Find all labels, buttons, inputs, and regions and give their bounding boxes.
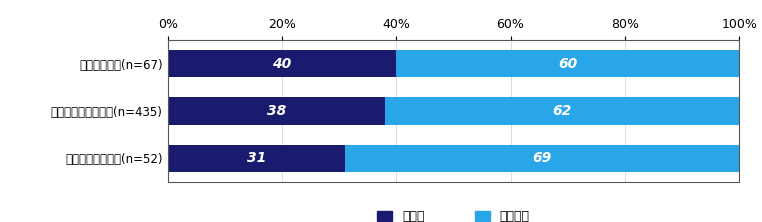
Text: 31: 31 [247, 151, 266, 165]
Text: 69: 69 [533, 151, 552, 165]
Bar [396, 50, 739, 77]
Text: 38: 38 [267, 104, 286, 118]
Bar [344, 145, 739, 172]
Text: 62: 62 [552, 104, 572, 118]
Bar [385, 97, 739, 125]
Bar [168, 97, 385, 125]
Bar [168, 50, 396, 77]
Text: 40: 40 [272, 57, 292, 71]
Bar [168, 145, 344, 172]
Legend: あった, なかった: あった, なかった [372, 205, 535, 222]
Text: 60: 60 [558, 57, 578, 71]
